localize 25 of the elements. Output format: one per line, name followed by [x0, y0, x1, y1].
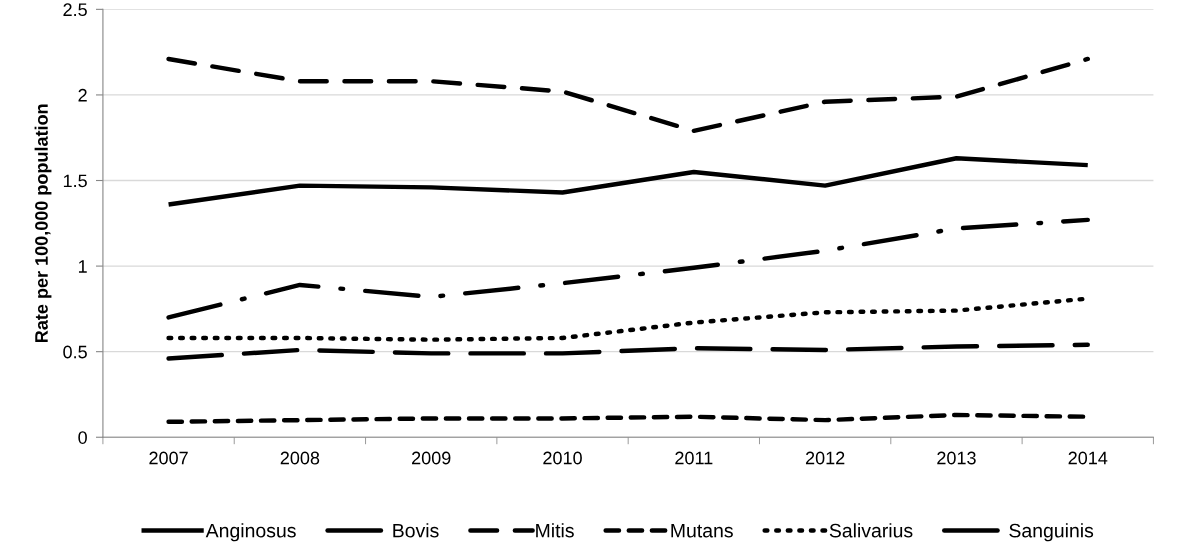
x-tick-label: 2009 [412, 451, 451, 465]
legend-label: Anginosus [205, 523, 296, 542]
x-tick-label: 2011 [675, 451, 713, 465]
x-tick-label: 2012 [805, 451, 845, 465]
line-series [166, 156, 1090, 207]
y-tick-label: 2 [78, 88, 87, 102]
y-tick-label: 0 [78, 431, 87, 444]
line-series [166, 56, 1090, 134]
line-series [166, 217, 1090, 320]
y-tick-label: 1.5 [63, 174, 87, 188]
line-series [166, 342, 1090, 361]
legend-label: Bovis [393, 523, 439, 538]
legend-label: Salivarius [829, 523, 913, 538]
x-tick-label: 2007 [149, 451, 188, 465]
x-tick-label: 2008 [280, 451, 320, 465]
x-tick-label: 2010 [543, 451, 582, 465]
legend-label: Mitis [536, 523, 574, 538]
y-tick-label: 1 [78, 260, 87, 273]
x-tick-label: 2013 [937, 451, 976, 465]
y-axis-title: Rate per 100,000 population [34, 104, 52, 342]
y-tick-label: 0.5 [63, 345, 87, 359]
legend-label: Mutans [671, 523, 733, 538]
legend-label: Sanguinis [1009, 523, 1094, 542]
y-tick-label: 2.5 [63, 3, 87, 17]
x-tick-label: 2014 [1068, 451, 1108, 465]
